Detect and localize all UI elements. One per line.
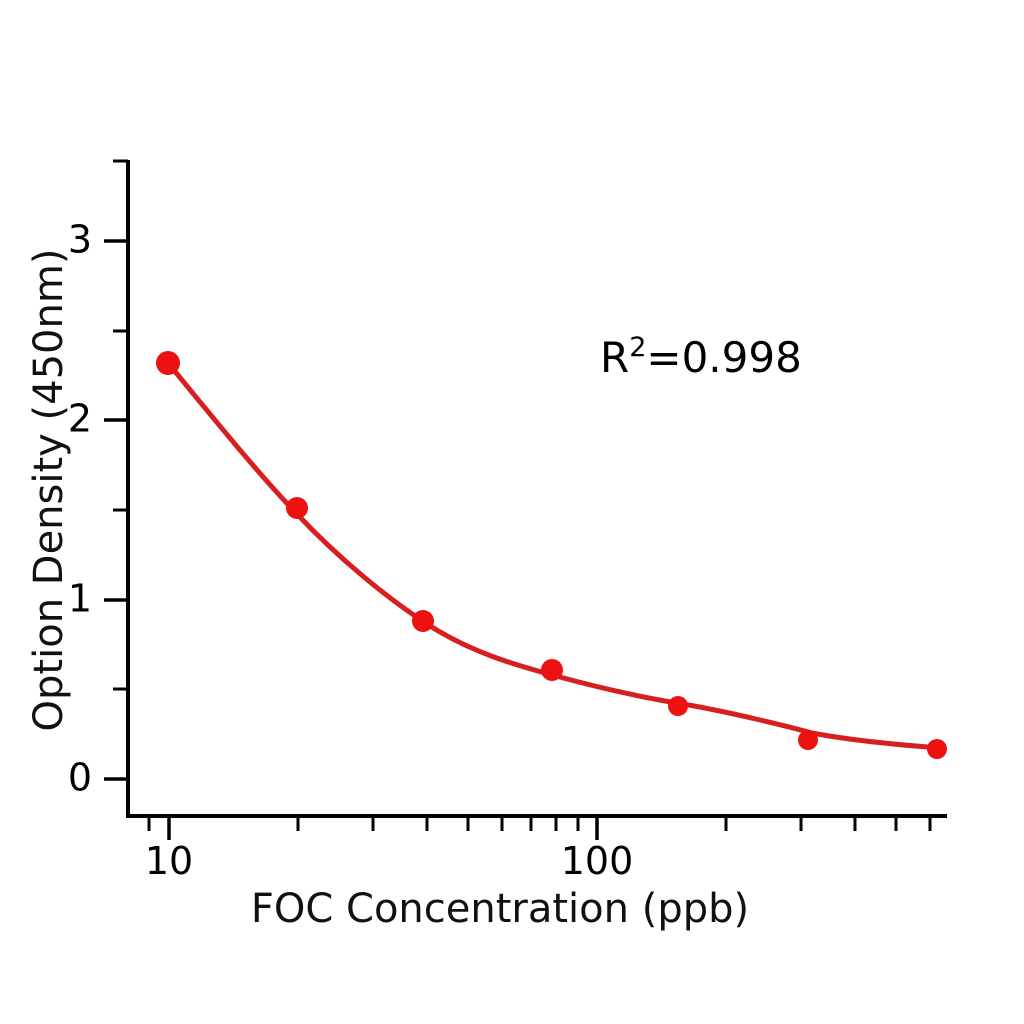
x-axis-title: FOC Concentration (ppb) bbox=[251, 886, 749, 932]
y-tick-label-1: 1 bbox=[68, 577, 92, 621]
data-point-4[interactable] bbox=[541, 659, 563, 681]
y-tick-label-2: 2 bbox=[68, 397, 92, 441]
y-tick-label-0: 0 bbox=[68, 756, 92, 800]
data-point-5[interactable] bbox=[668, 696, 688, 716]
x-axis: 10 100 bbox=[128, 814, 947, 883]
y-axis: 0 1 2 3 bbox=[68, 159, 130, 818]
data-points bbox=[156, 351, 947, 759]
y-tick-label-3: 3 bbox=[68, 218, 92, 262]
r-squared-superscript: 2 bbox=[629, 332, 646, 363]
x-tick-label-100: 100 bbox=[561, 839, 634, 883]
x-tick-label-10: 10 bbox=[145, 839, 193, 883]
data-point-3[interactable] bbox=[412, 610, 434, 632]
fitted-curve bbox=[165, 360, 943, 751]
r-squared-annotation: R2=0.998 bbox=[600, 332, 802, 382]
y-axis-title: Option Density (450nm) bbox=[26, 249, 72, 732]
data-point-7[interactable] bbox=[927, 739, 947, 759]
data-point-6[interactable] bbox=[798, 730, 818, 750]
r-squared-base: R bbox=[600, 333, 629, 382]
data-point-1[interactable] bbox=[156, 351, 180, 375]
data-point-2[interactable] bbox=[286, 497, 308, 519]
r-squared-rest: =0.998 bbox=[646, 333, 801, 382]
